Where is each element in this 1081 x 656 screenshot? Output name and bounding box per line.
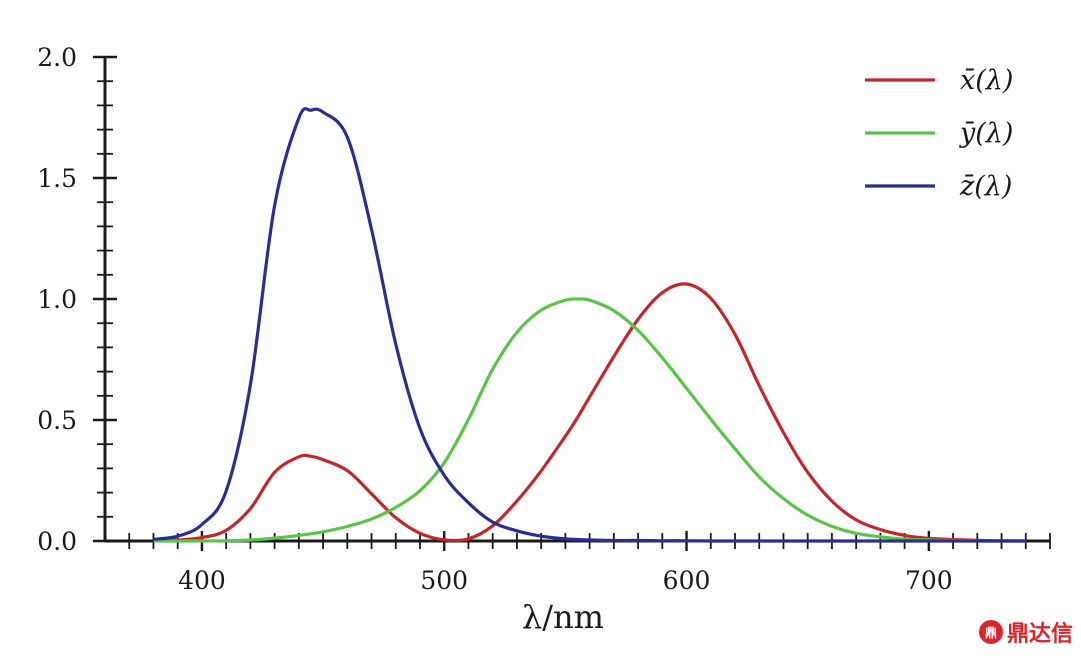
series-line-y-bar	[153, 297, 1026, 543]
series-lines	[153, 107, 1026, 543]
watermark: 鼎 鼎达信	[978, 616, 1073, 648]
x-tick-label: 600	[663, 566, 711, 595]
legend-label-y-bar: ȳ(λ)	[959, 118, 1013, 149]
watermark-logo-icon: 鼎	[978, 620, 1003, 644]
y-tick-label: 0.5	[37, 406, 77, 435]
tick-labels: 400 500 600 700 0.0 0.5 1.0 1.5 2.0	[37, 43, 952, 595]
y-tick-label: 0.0	[37, 527, 77, 556]
series-line-x-bar	[153, 282, 1026, 543]
x-axis-title: λ/nm	[522, 598, 604, 636]
series-line-z-bar	[153, 107, 1026, 543]
legend: x̄(λ) ȳ(λ) z̄(λ)	[865, 65, 1013, 202]
legend-label-z-bar: z̄(λ)	[959, 171, 1012, 202]
y-tick-label: 2.0	[37, 43, 77, 72]
x-tick-label: 500	[420, 566, 468, 595]
x-tick-label: 400	[178, 566, 226, 595]
y-tick-label: 1.5	[37, 164, 77, 193]
axes	[93, 55, 1051, 551]
watermark-text: 鼎达信	[1006, 622, 1073, 647]
legend-label-x-bar: x̄(λ)	[960, 65, 1013, 96]
x-tick-label: 700	[905, 566, 953, 595]
y-tick-label: 1.0	[37, 285, 77, 314]
